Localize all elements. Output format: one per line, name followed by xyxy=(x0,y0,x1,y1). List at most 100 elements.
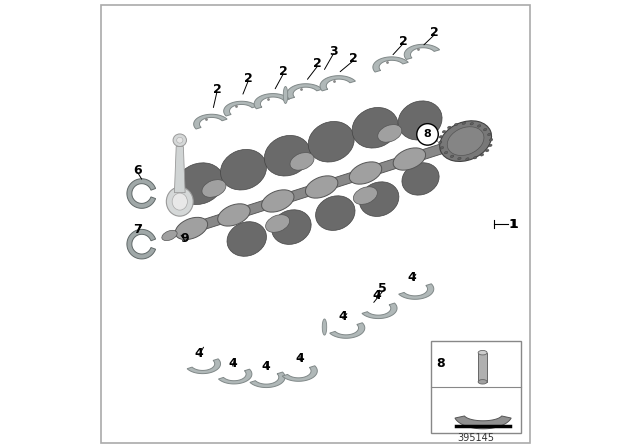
Ellipse shape xyxy=(454,123,458,126)
Ellipse shape xyxy=(439,136,442,138)
Ellipse shape xyxy=(323,319,327,335)
Ellipse shape xyxy=(378,125,402,142)
Text: 2: 2 xyxy=(349,52,358,65)
Ellipse shape xyxy=(462,122,465,125)
Ellipse shape xyxy=(308,121,355,162)
Text: 8: 8 xyxy=(436,358,445,370)
Ellipse shape xyxy=(262,190,294,212)
Ellipse shape xyxy=(166,187,193,216)
Polygon shape xyxy=(320,76,355,91)
Text: 2: 2 xyxy=(279,65,287,78)
Polygon shape xyxy=(373,57,408,72)
Ellipse shape xyxy=(175,163,224,205)
Ellipse shape xyxy=(202,180,226,197)
Polygon shape xyxy=(362,303,397,319)
Ellipse shape xyxy=(173,134,186,146)
Polygon shape xyxy=(254,94,289,109)
Text: 2: 2 xyxy=(430,26,439,39)
Ellipse shape xyxy=(393,148,426,170)
Text: 4: 4 xyxy=(339,310,348,323)
Ellipse shape xyxy=(349,162,381,184)
Text: 4: 4 xyxy=(228,357,237,370)
Ellipse shape xyxy=(447,126,451,129)
Text: 2: 2 xyxy=(399,34,408,48)
Polygon shape xyxy=(187,359,221,374)
Ellipse shape xyxy=(352,108,398,148)
Ellipse shape xyxy=(444,151,448,154)
Ellipse shape xyxy=(483,129,487,131)
Ellipse shape xyxy=(466,158,469,160)
Text: 4: 4 xyxy=(296,352,305,365)
Ellipse shape xyxy=(440,121,492,161)
Ellipse shape xyxy=(470,122,474,125)
Polygon shape xyxy=(188,137,468,233)
Ellipse shape xyxy=(162,230,177,241)
Ellipse shape xyxy=(266,215,290,233)
Text: 6: 6 xyxy=(133,164,142,177)
Polygon shape xyxy=(287,84,323,99)
Ellipse shape xyxy=(220,149,266,190)
Text: 2: 2 xyxy=(212,83,221,96)
Ellipse shape xyxy=(177,138,183,143)
Ellipse shape xyxy=(172,193,188,210)
Ellipse shape xyxy=(438,141,442,144)
Polygon shape xyxy=(455,416,511,429)
Ellipse shape xyxy=(305,176,338,198)
Ellipse shape xyxy=(227,222,266,256)
Text: 8: 8 xyxy=(424,129,431,139)
Polygon shape xyxy=(189,138,468,232)
Ellipse shape xyxy=(488,133,491,136)
Text: 1: 1 xyxy=(508,217,517,231)
Ellipse shape xyxy=(458,157,461,160)
Ellipse shape xyxy=(218,204,250,226)
Ellipse shape xyxy=(478,379,487,384)
Ellipse shape xyxy=(175,217,207,240)
Ellipse shape xyxy=(442,130,445,133)
Polygon shape xyxy=(218,369,252,384)
Ellipse shape xyxy=(398,101,442,140)
Polygon shape xyxy=(127,179,156,208)
Polygon shape xyxy=(168,227,193,237)
Ellipse shape xyxy=(316,196,355,230)
Ellipse shape xyxy=(474,156,477,159)
Polygon shape xyxy=(174,146,185,193)
Ellipse shape xyxy=(489,144,492,146)
Polygon shape xyxy=(282,366,317,381)
Ellipse shape xyxy=(284,86,288,103)
FancyBboxPatch shape xyxy=(431,341,521,433)
Polygon shape xyxy=(399,284,434,299)
Polygon shape xyxy=(250,372,285,388)
Ellipse shape xyxy=(449,130,482,152)
Ellipse shape xyxy=(290,152,314,170)
Text: 3: 3 xyxy=(329,45,338,58)
Text: 9: 9 xyxy=(180,232,189,245)
Ellipse shape xyxy=(264,135,310,176)
Text: 4: 4 xyxy=(262,359,271,373)
Text: 4: 4 xyxy=(195,346,204,360)
Text: 1: 1 xyxy=(509,217,518,231)
Ellipse shape xyxy=(353,187,378,204)
Polygon shape xyxy=(478,353,487,382)
Ellipse shape xyxy=(490,138,493,141)
Text: 4: 4 xyxy=(408,271,417,284)
Text: 7: 7 xyxy=(133,223,142,236)
Text: 2: 2 xyxy=(314,57,322,70)
Text: 2: 2 xyxy=(244,72,253,85)
Text: 5: 5 xyxy=(378,282,387,296)
Polygon shape xyxy=(127,229,156,259)
Ellipse shape xyxy=(402,163,439,195)
Ellipse shape xyxy=(440,146,444,149)
Ellipse shape xyxy=(478,350,487,355)
Ellipse shape xyxy=(480,154,484,156)
Polygon shape xyxy=(404,44,440,60)
Polygon shape xyxy=(330,323,365,338)
Polygon shape xyxy=(224,101,257,116)
Ellipse shape xyxy=(477,125,481,127)
Polygon shape xyxy=(194,114,227,129)
Ellipse shape xyxy=(447,127,484,155)
Ellipse shape xyxy=(360,182,399,216)
Ellipse shape xyxy=(451,155,454,158)
Ellipse shape xyxy=(272,210,311,245)
Circle shape xyxy=(417,124,438,145)
Text: 395145: 395145 xyxy=(458,433,495,443)
